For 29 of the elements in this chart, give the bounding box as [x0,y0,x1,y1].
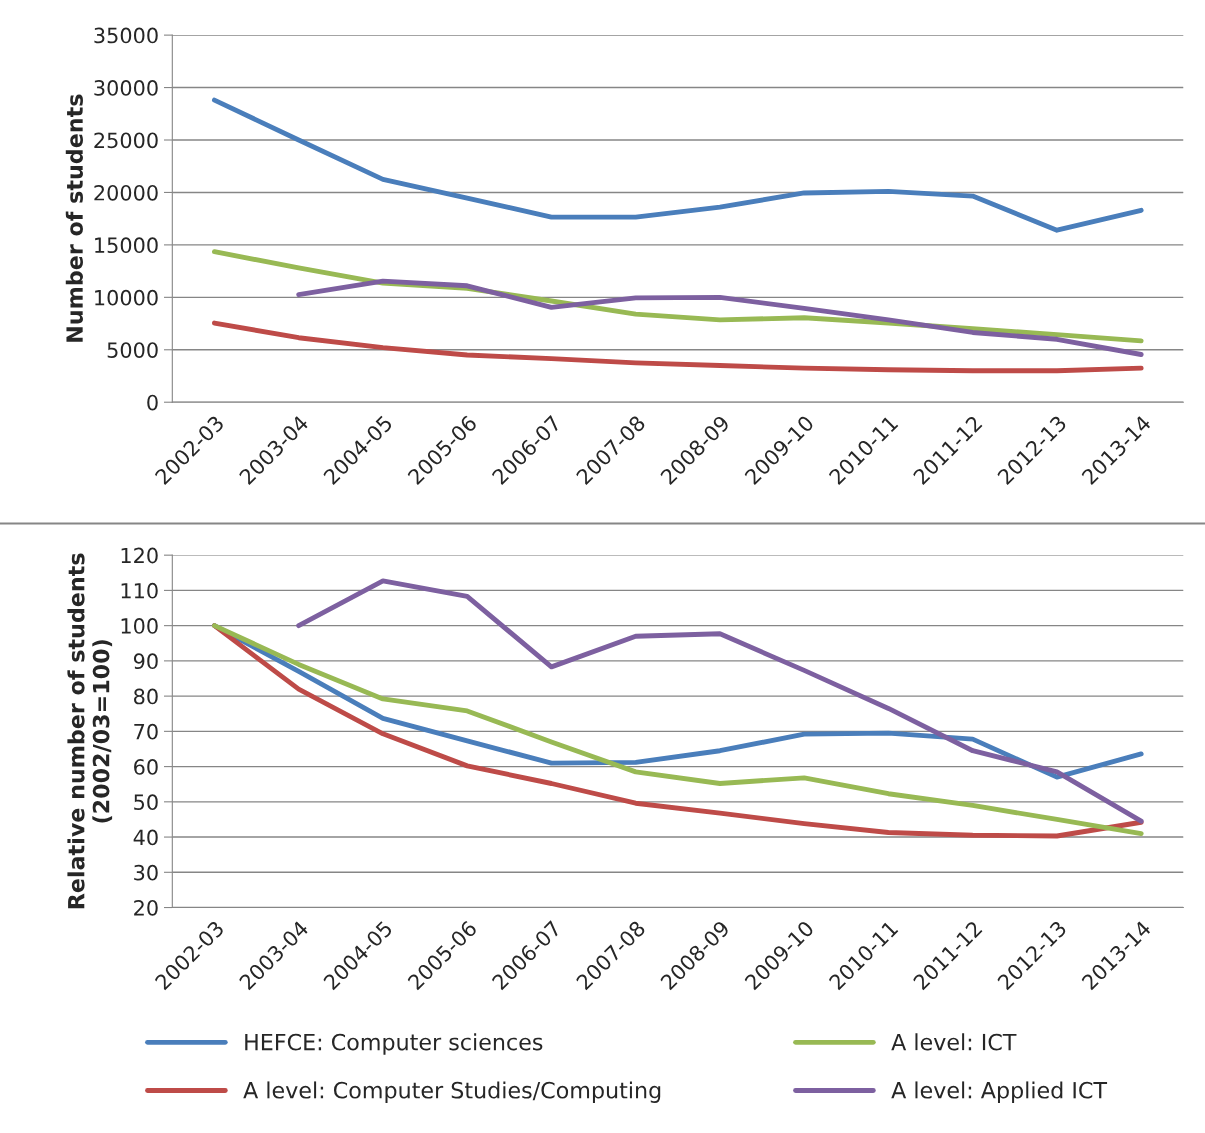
y-tick-label: 100 [121,618,158,634]
y-tick-label: 110 [121,582,158,599]
y-tick-label: 20 [134,899,158,916]
legend-label: A level: Applied ICT [891,1081,1108,1103]
y-tick-label: 70 [134,723,158,740]
y-tick-label: 30000 [94,80,158,96]
y-axis-title: Relative number of students (2002/03=100) [67,553,113,909]
y-tick-label: 50 [134,794,158,811]
y-tick-label: 90 [133,653,158,670]
line-series [212,320,1144,374]
line-series [296,278,1144,357]
legend-label: HEFCE: Computer sciences [245,1033,543,1055]
y-tick-label: 25000 [94,132,158,149]
line-series [296,578,1144,824]
y-tick-label: 15000 [95,237,158,254]
legend-label: A level: ICT [891,1033,1017,1051]
y-axis-title: Number of students [65,94,83,342]
y-tick-label: 5000 [107,342,158,358]
line-series [212,97,1144,233]
y-tick-label: 20000 [94,184,158,201]
y-tick-label: 40 [133,829,158,846]
y-tick-label: 0 [147,394,158,411]
y-tick-label: 120 [121,547,158,564]
y-tick-label: 80 [134,688,158,705]
legend-label: A level: Computer Studies/Computing [243,1081,661,1103]
y-tick-label: 35000 [94,27,158,44]
y-tick-label: 60 [134,759,158,775]
y-tick-label: 10000 [95,289,158,306]
y-tick-label: 30 [134,864,158,881]
